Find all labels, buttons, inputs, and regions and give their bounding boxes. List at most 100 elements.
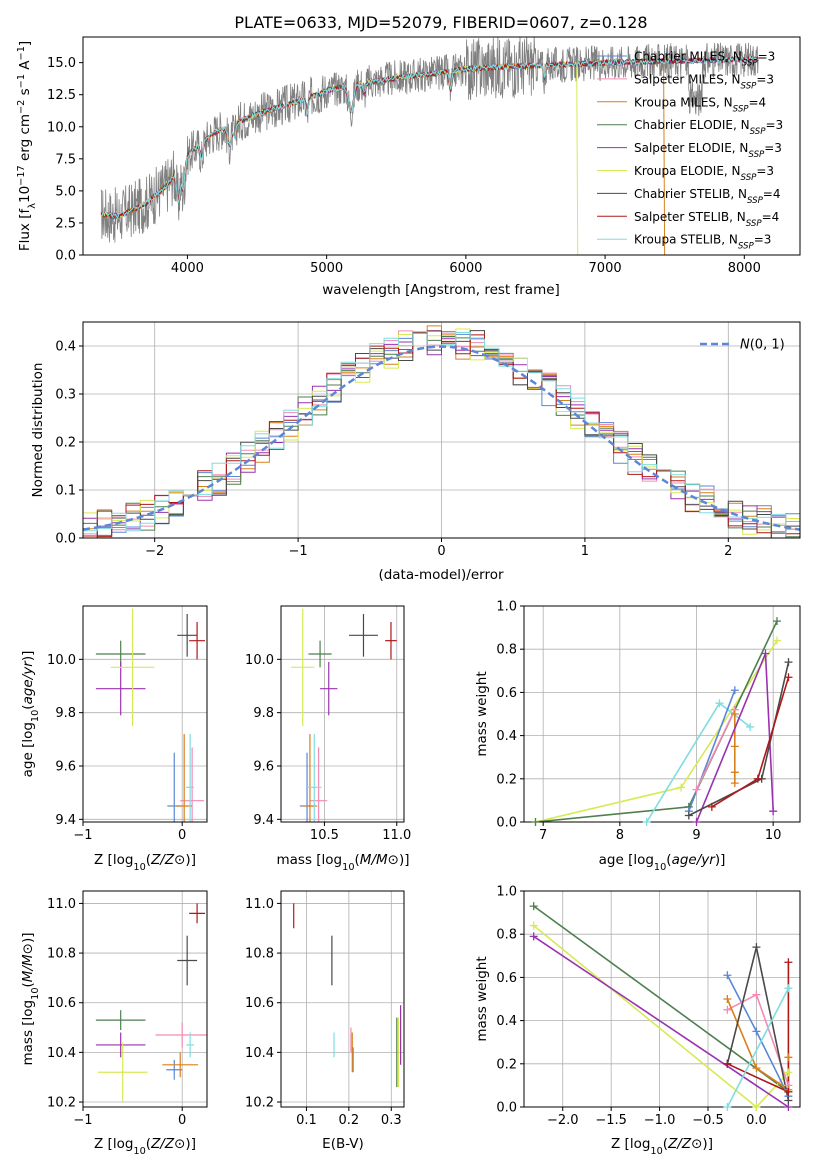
weight-marker	[773, 617, 781, 626]
weight-marker	[769, 807, 778, 816]
legend-entry: N(0, 1)	[740, 338, 785, 353]
x-tick-label: 10	[765, 828, 782, 843]
y-tick-label: 0.8	[496, 928, 517, 943]
weight-marker	[529, 932, 538, 941]
x-tick-label: −2.0	[547, 1113, 579, 1128]
age_vs_mass-frame	[280, 605, 405, 823]
y-tick-label: 11.0	[245, 897, 274, 912]
y-tick-label: 0.0	[55, 249, 76, 264]
x-tick-label: 0.1	[296, 1113, 317, 1128]
y-tick-label: 0.6	[496, 686, 517, 701]
x-tick-label: 0	[178, 1113, 186, 1128]
weight-marker	[692, 785, 701, 794]
weight-series-line	[533, 924, 789, 1107]
y-tick-label: 10.2	[245, 1096, 274, 1111]
y-tick-label: 7.5	[55, 152, 76, 167]
age_vs_Z-plot-area	[95, 608, 206, 822]
x-tick-label: −2	[145, 544, 164, 559]
error-bar-point	[385, 622, 397, 660]
x-tick-label: 7	[539, 828, 547, 843]
weight-marker	[723, 1059, 732, 1068]
y-axis-label: mass weight	[474, 671, 490, 756]
y-tick-label: 0.4	[496, 1014, 517, 1029]
y-axis-label: age [log10(age/yr)]	[20, 651, 41, 778]
mass_vs_Z-plot-area	[95, 903, 207, 1103]
x-tick-label: 0.2	[339, 1113, 360, 1128]
y-tick-label: 15.0	[47, 56, 76, 71]
y-axis-label: mass [log10(M/M⊙)]	[20, 933, 41, 1066]
error-bar-point	[307, 734, 322, 822]
y-tick-label: 0.4	[496, 729, 517, 744]
weight-marker	[746, 722, 755, 731]
x-tick-label: 0.3	[381, 1113, 402, 1128]
error-bar-point	[291, 608, 315, 726]
weight-series-line	[688, 689, 736, 812]
weight-marker	[753, 774, 762, 783]
y-tick-label: 10.0	[47, 653, 76, 668]
x-tick-label: 2	[724, 544, 732, 559]
weight_vs_age-frame	[523, 605, 801, 823]
y-tick-label: 12.5	[47, 88, 76, 103]
age_vs_Z-panel: −1 0 9.4 9.6 9.8 10.0	[47, 605, 208, 843]
error-bar-point	[308, 640, 332, 668]
x-tick-label: −1	[73, 828, 92, 843]
y-axis-label: Normed distribution	[30, 363, 46, 498]
error-bar-point	[177, 935, 198, 986]
legend-entry: Kroupa ELODIE, NSSP=3	[634, 164, 774, 183]
weight-marker	[773, 636, 781, 645]
weight-marker	[723, 1005, 732, 1014]
x-axis-label: E(B-V)	[322, 1136, 364, 1152]
weight-marker	[784, 984, 793, 993]
y-tick-label: 0.0	[496, 1101, 517, 1116]
x-tick-label: 0.0	[746, 1113, 767, 1128]
weight-marker	[784, 673, 793, 682]
mass_vs_EBV-frame	[280, 890, 405, 1108]
legend-entry: Chabrier STELIB, NSSP=4	[634, 187, 781, 206]
error-bar-point	[309, 747, 328, 822]
y-tick-label: 0.2	[55, 436, 76, 451]
x-axis-label: mass [log10(M/M⊙)]	[277, 852, 410, 873]
x-axis-label: age [log10(age/yr)]	[599, 852, 726, 873]
y-tick-label: 0.1	[55, 484, 76, 499]
spectrum-plot-area	[100, 37, 759, 255]
weight-marker	[730, 742, 739, 751]
legend-entry: Salpeter ELODIE, NSSP=3	[634, 141, 782, 160]
weight-marker	[723, 995, 732, 1003]
weight-series-line	[711, 677, 790, 808]
age_vs_mass-panel: 10.5 11.0 9.4 9.6 9.8 10.0	[245, 605, 411, 843]
x-tick-label: 7000	[589, 261, 622, 276]
weight-marker	[730, 768, 739, 777]
weight-series-line	[695, 709, 736, 790]
weight_vs_age-plot-area	[535, 620, 790, 822]
x-tick-label: 0	[437, 544, 445, 559]
weight-marker	[730, 779, 739, 788]
x-tick-label: 5000	[310, 261, 343, 276]
weight-marker	[784, 958, 793, 967]
x-axis-label: Z [log10(Z/Z⊙)]	[94, 852, 196, 873]
x-tick-label: 9	[692, 828, 700, 843]
legend-entry: Kroupa MILES, NSSP=4	[634, 95, 766, 114]
x-tick-label: 1	[581, 544, 589, 559]
error-bar-point	[186, 734, 195, 822]
weight-marker	[684, 811, 693, 820]
y-tick-label: 10.0	[245, 653, 274, 668]
residual-histogram	[83, 330, 800, 538]
error-bar-point	[349, 614, 378, 657]
weight-marker	[723, 971, 732, 980]
x-tick-label: 11.0	[382, 828, 411, 843]
weight-marker	[642, 818, 651, 826]
error-bar-point	[95, 662, 146, 716]
mass_vs_Z-panel: −1 0 10.2 10.4 10.6 10.8 11.0	[47, 890, 208, 1128]
weight_vs_Z-frame	[523, 890, 801, 1108]
y-tick-label: 10.4	[245, 1046, 274, 1061]
weight-marker	[707, 802, 716, 811]
error-bar-point	[186, 1032, 195, 1058]
error-bar-point	[177, 614, 198, 657]
y-tick-label: 0.6	[496, 971, 517, 986]
weight-marker	[529, 902, 538, 911]
spectrum-legend: Chabrier MILES, NSSP=3 Salpeter MILES, NS…	[597, 50, 783, 252]
x-tick-label: −1	[289, 544, 308, 559]
y-tick-label: 1.0	[496, 885, 517, 900]
spectrum-frame	[82, 36, 801, 256]
